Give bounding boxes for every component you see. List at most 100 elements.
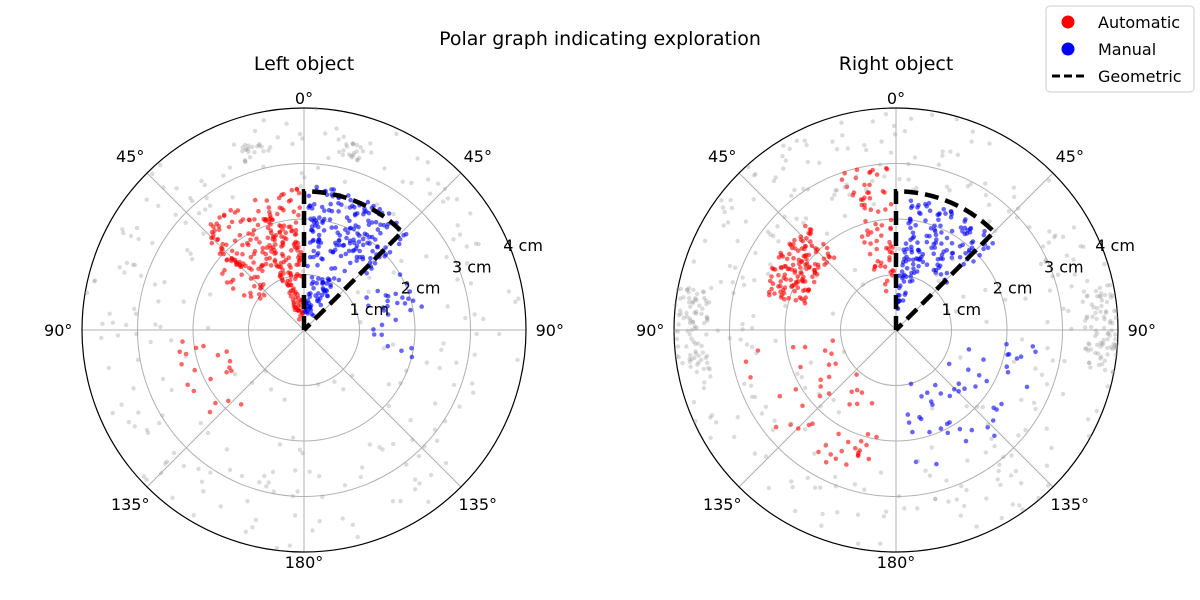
manual-point [409, 345, 414, 351]
automatic-point [790, 344, 796, 350]
background-point [394, 131, 399, 137]
background-point [687, 332, 692, 337]
automatic-point [221, 212, 227, 218]
background-point [355, 157, 360, 162]
background-point [1114, 346, 1119, 351]
background-point [357, 155, 362, 161]
manual-point [920, 259, 926, 265]
background-point [266, 480, 271, 485]
automatic-point [859, 234, 865, 239]
automatic-point [854, 401, 860, 407]
background-point [906, 161, 911, 167]
automatic-point [254, 236, 259, 241]
manual-point [977, 252, 982, 258]
manual-point [355, 211, 360, 216]
background-point [259, 144, 264, 149]
background-point [763, 454, 769, 459]
background-point [844, 182, 849, 187]
manual-point [419, 304, 424, 309]
background-point [927, 473, 933, 478]
background-point [440, 199, 446, 204]
background-point [1071, 225, 1077, 230]
background-point [1107, 320, 1113, 325]
background-point [862, 143, 867, 148]
background-point [390, 499, 396, 504]
background-point [1102, 367, 1108, 373]
background-point [1015, 206, 1021, 211]
background-point [145, 430, 151, 435]
automatic-point [248, 237, 253, 243]
background-point [694, 311, 699, 316]
background-point [84, 290, 90, 295]
manual-point [316, 232, 322, 238]
manual-point [947, 393, 953, 399]
automatic-point [248, 276, 254, 281]
background-point [692, 355, 697, 360]
background-point [812, 451, 817, 456]
background-point [687, 357, 692, 362]
manual-point [378, 230, 383, 236]
background-point [201, 489, 206, 494]
background-point [902, 129, 908, 134]
background-point [1095, 351, 1101, 356]
automatic-point [272, 247, 277, 253]
background-point [122, 270, 127, 275]
background-point [161, 185, 166, 190]
automatic-point [280, 277, 285, 283]
background-point [700, 306, 705, 311]
background-point [1114, 344, 1119, 349]
automatic-point [773, 424, 779, 430]
automatic-point [867, 251, 873, 257]
background-point [428, 472, 434, 478]
background-point [862, 487, 867, 492]
manual-point [969, 245, 975, 251]
background-point [1055, 272, 1061, 277]
automatic-point [789, 245, 795, 251]
background-point [692, 323, 697, 329]
background-point [863, 187, 869, 192]
automatic-point [209, 240, 215, 246]
background-point [962, 503, 967, 509]
background-point [999, 515, 1004, 521]
background-point [203, 207, 208, 212]
manual-point [990, 418, 996, 423]
background-point [775, 224, 780, 229]
manual-point [315, 251, 321, 256]
manual-point [409, 354, 415, 360]
automatic-point [888, 226, 893, 232]
background-point [261, 164, 266, 169]
automatic-point [272, 251, 277, 256]
background-point [268, 145, 273, 150]
background-point [1044, 463, 1050, 468]
background-point [1089, 324, 1094, 330]
automatic-point [215, 237, 220, 242]
background-point [1052, 235, 1057, 240]
background-point [697, 303, 702, 308]
manual-point [318, 302, 324, 308]
background-point [162, 279, 167, 285]
radius-tick-label: 1 cm [941, 300, 981, 319]
background-point [343, 205, 349, 210]
background-point [295, 489, 300, 494]
manual-point [962, 386, 967, 391]
background-point [699, 343, 704, 349]
automatic-point [854, 167, 860, 173]
background-point [1084, 314, 1090, 319]
background-point [424, 254, 429, 259]
background-point [958, 513, 963, 518]
background-point [424, 360, 429, 365]
geometric-boundary-path [893, 188, 998, 332]
manual-point [907, 216, 913, 222]
automatic-point [238, 402, 244, 407]
background-point [1069, 284, 1074, 289]
background-point [274, 546, 280, 551]
manual-point [917, 257, 922, 262]
background-point [415, 156, 420, 161]
manual-point [900, 275, 905, 281]
background-point [290, 435, 296, 440]
background-point [1050, 358, 1055, 363]
manual-point [353, 246, 359, 251]
automatic-point [231, 257, 236, 262]
automatic-point [802, 344, 808, 350]
